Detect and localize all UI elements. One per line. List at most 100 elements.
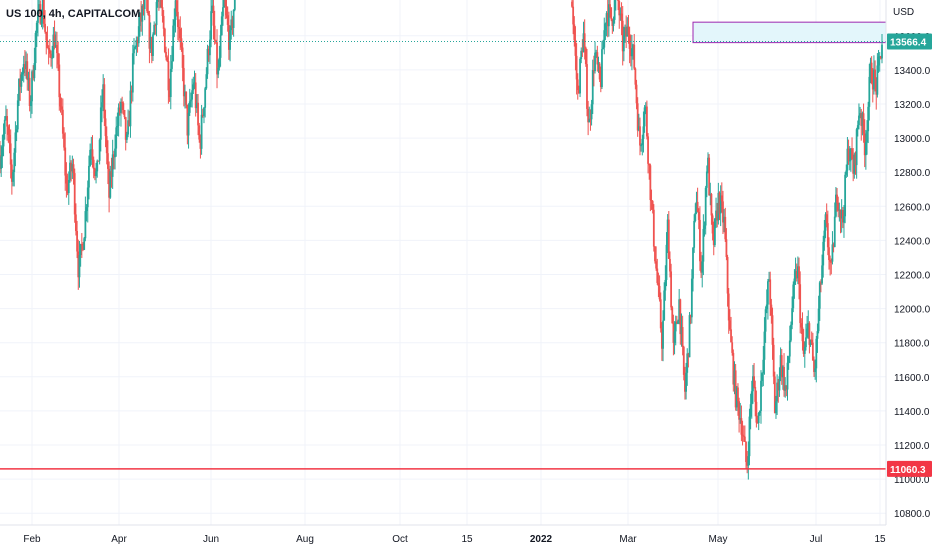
y-tick-label: 11200.0 (894, 441, 930, 452)
candle-body (22, 63, 25, 74)
candle-body (675, 321, 678, 324)
candle-body (634, 68, 637, 85)
candle-body (3, 119, 6, 134)
candle-body (846, 148, 849, 171)
candle-body (640, 145, 643, 147)
candle-body (705, 171, 708, 188)
candle-body (831, 244, 834, 262)
candle-body (851, 148, 853, 160)
candle-body (867, 106, 870, 132)
candle-body (581, 50, 584, 53)
candle-body (33, 63, 36, 79)
candle-body (832, 244, 835, 247)
candle-body (747, 456, 750, 466)
candle-body (124, 117, 127, 140)
candle-body (746, 462, 749, 466)
candle-body (622, 35, 625, 52)
candle-body (713, 218, 716, 246)
candle-body (218, 57, 221, 68)
candle-body (639, 126, 641, 146)
candle-body (21, 73, 24, 75)
candle-body (771, 315, 774, 345)
candle-body (776, 382, 779, 402)
candle-body (826, 223, 829, 248)
candle-body (719, 195, 722, 214)
candle-body (835, 194, 837, 217)
support-line-tag-label: 11060.3 (890, 465, 926, 476)
candle-body (769, 279, 772, 305)
x-tick-label: Jul (810, 534, 823, 545)
candle-body (80, 244, 83, 246)
candle-body (60, 106, 63, 110)
candle-body (72, 164, 75, 174)
candle-body (689, 315, 692, 318)
candle-body (708, 157, 711, 196)
candle-body (606, 13, 609, 27)
candle-body (641, 138, 644, 146)
candle-body (91, 149, 94, 160)
candle-body (605, 13, 608, 24)
candle-body (53, 34, 56, 48)
candle-body (56, 45, 58, 54)
candle-body (700, 261, 702, 273)
candle-body (707, 157, 709, 172)
candle-body (881, 44, 883, 59)
candle-body (798, 266, 800, 285)
candle-body (156, 0, 159, 2)
candle-body (773, 376, 776, 414)
candle-body (591, 70, 594, 105)
candle-body (207, 48, 210, 56)
candle-body (844, 174, 847, 217)
x-tick-label: Jun (203, 534, 219, 545)
candle-body (31, 71, 33, 102)
candle-body (667, 219, 670, 259)
candle-body (847, 148, 850, 162)
candle-body (204, 88, 207, 108)
candle-body (74, 214, 77, 232)
candle-body (114, 148, 116, 158)
candle-body (677, 321, 679, 324)
candle-body (730, 329, 732, 343)
x-tick-label: Aug (296, 534, 314, 545)
candle-body (572, 6, 575, 25)
candle-body (803, 347, 806, 354)
candle-body (618, 1, 621, 16)
candle-body (118, 107, 121, 113)
candle-body (604, 23, 607, 31)
candle-body (731, 342, 734, 353)
candle-body (807, 323, 810, 329)
candle-body (740, 418, 743, 435)
y-tick-label: 11000.0 (894, 475, 930, 486)
candle-body (612, 19, 615, 26)
candle-body (596, 52, 599, 65)
candle-body (187, 112, 190, 136)
candle-body (669, 258, 671, 272)
candle-body (214, 40, 217, 43)
candle-body (754, 386, 757, 402)
candle-body (718, 192, 721, 214)
candle-body (699, 219, 701, 262)
candle-body (58, 64, 61, 98)
candle-body (63, 133, 65, 148)
candle-body (856, 125, 859, 130)
candle-body (0, 156, 3, 169)
candle-body (758, 410, 761, 414)
candle-body (162, 15, 165, 29)
candle-body (101, 102, 103, 108)
candle-body (693, 220, 696, 248)
candle-body (780, 355, 783, 378)
candle-body (860, 113, 863, 126)
candle-body (670, 271, 673, 308)
y-tick-label: 10800.0 (894, 509, 931, 520)
candle-body (839, 209, 842, 219)
current-price-tag-label: 13566.4 (890, 38, 927, 49)
candle-body (199, 139, 202, 149)
candle-body (5, 116, 7, 120)
candle-body (636, 103, 639, 131)
candle-body (837, 202, 840, 211)
candle-body (96, 160, 99, 172)
candle-body (48, 49, 51, 54)
candle-body (29, 101, 32, 106)
candle-body (710, 193, 713, 216)
y-tick-label: 12400.0 (894, 236, 931, 247)
